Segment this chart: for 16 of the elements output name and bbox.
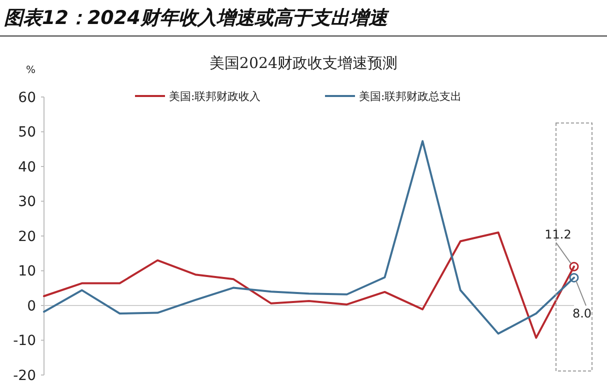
y-tick-label: 40	[18, 159, 36, 176]
y-tick-label: 60	[18, 90, 36, 106]
y-tick-label: 10	[18, 264, 36, 280]
annotation: 11.2	[544, 228, 572, 242]
y-tick-label: 0	[27, 298, 36, 314]
chart-title: 图表12：2024财年收入增速或高于支出增速	[4, 7, 390, 29]
y-tick-label: 50	[18, 124, 36, 141]
legend-label: 美国:联邦财政总支出	[359, 90, 462, 103]
y-axis-title: %	[26, 65, 36, 76]
y-tick-label: 20	[18, 228, 36, 245]
annotation: 8.0	[572, 306, 592, 321]
y-tick-label: -10	[13, 333, 36, 350]
chart-subtitle: 美国2024财政收支增速预测	[209, 54, 398, 72]
y-tick-label: -20	[13, 368, 36, 384]
y-tick-label: 30	[18, 194, 36, 210]
legend-label: 美国:联邦财政收入	[169, 90, 261, 103]
